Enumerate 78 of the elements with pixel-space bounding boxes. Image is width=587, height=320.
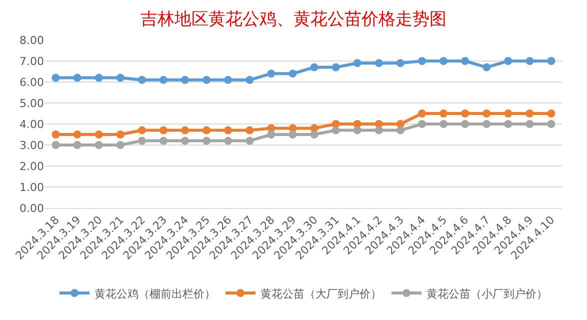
point xyxy=(246,76,254,84)
point xyxy=(267,70,276,78)
point xyxy=(73,130,82,138)
point xyxy=(267,130,276,138)
point xyxy=(224,136,232,145)
point xyxy=(94,141,103,149)
point xyxy=(353,59,362,68)
y-tick-label: 0.00 xyxy=(20,202,44,215)
point xyxy=(181,76,190,84)
point xyxy=(288,70,297,78)
point xyxy=(482,63,491,72)
y-tick-label: 2.00 xyxy=(20,160,44,173)
point xyxy=(504,120,512,128)
point xyxy=(440,120,448,128)
legend-label: 黄花公苗（小厂到户价） xyxy=(426,287,548,300)
point xyxy=(116,141,124,149)
point xyxy=(482,120,491,128)
point xyxy=(396,59,404,68)
point xyxy=(310,63,318,72)
point xyxy=(138,136,146,145)
point xyxy=(440,57,448,65)
point xyxy=(73,141,82,149)
point xyxy=(526,120,534,128)
point xyxy=(159,76,168,84)
point xyxy=(332,126,340,134)
point xyxy=(547,110,556,118)
point xyxy=(224,126,232,134)
point xyxy=(396,126,404,134)
y-tick-label: 6.00 xyxy=(20,76,44,89)
point xyxy=(547,57,556,65)
y-tick-label: 1.00 xyxy=(20,180,44,194)
y-tick-label: 4.00 xyxy=(20,118,44,131)
point xyxy=(246,136,254,145)
point xyxy=(374,59,383,68)
point xyxy=(461,57,470,65)
point xyxy=(374,126,383,134)
point xyxy=(353,126,362,134)
point xyxy=(202,126,211,134)
point xyxy=(138,76,146,84)
point xyxy=(482,110,491,118)
point xyxy=(52,130,60,138)
point xyxy=(504,57,512,65)
point xyxy=(94,74,103,82)
point xyxy=(138,126,146,134)
point xyxy=(181,136,190,145)
point xyxy=(116,130,124,138)
point xyxy=(504,110,512,118)
point xyxy=(159,136,168,145)
point xyxy=(310,130,318,138)
y-tick-label: 5.00 xyxy=(20,96,44,110)
point xyxy=(116,74,124,82)
chart-title: 吉林地区黄花公鸡、黄花公苗价格走势图 xyxy=(140,10,446,30)
point xyxy=(159,126,168,134)
legend-label: 黄花公鸡（棚前出栏价） xyxy=(94,287,216,300)
point xyxy=(461,110,470,118)
point xyxy=(418,110,426,118)
point xyxy=(526,110,534,118)
point xyxy=(202,76,211,84)
point xyxy=(224,76,232,84)
point xyxy=(181,126,190,134)
point xyxy=(526,57,534,65)
point xyxy=(288,130,297,138)
point xyxy=(547,120,556,128)
point xyxy=(52,74,60,82)
point xyxy=(73,74,82,82)
point xyxy=(418,120,426,128)
y-tick-label: 8.00 xyxy=(20,34,44,47)
point xyxy=(461,120,470,128)
point xyxy=(440,110,448,118)
legend-label: 黄花公苗（大厂到户价） xyxy=(260,287,382,300)
point xyxy=(332,63,340,72)
y-tick-label: 3.00 xyxy=(20,138,44,152)
point xyxy=(52,141,60,149)
point xyxy=(202,136,211,145)
y-tick-label: 7.00 xyxy=(20,54,44,68)
point xyxy=(94,130,103,138)
point xyxy=(418,57,426,65)
point xyxy=(246,126,254,134)
